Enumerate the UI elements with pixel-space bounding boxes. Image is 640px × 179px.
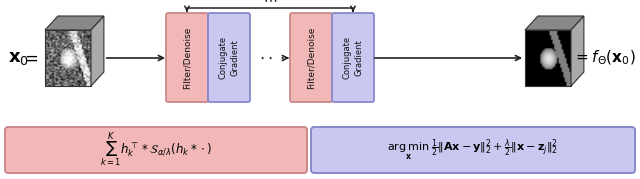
Polygon shape: [525, 16, 584, 30]
Text: Filter/Denoise: Filter/Denoise: [182, 26, 191, 89]
FancyBboxPatch shape: [166, 13, 208, 102]
Polygon shape: [571, 16, 584, 86]
Text: $\sum_{k=1}^{K} h_k^{\top} * \mathcal{S}_{\alpha/\lambda}(h_k * \cdot)$: $\sum_{k=1}^{K} h_k^{\top} * \mathcal{S}…: [100, 131, 212, 169]
Text: $\mathbf{x}_0$: $\mathbf{x}_0$: [8, 49, 29, 67]
FancyBboxPatch shape: [311, 127, 635, 173]
Text: Filter/Denoise: Filter/Denoise: [307, 26, 316, 89]
FancyBboxPatch shape: [332, 13, 374, 102]
Polygon shape: [45, 16, 104, 30]
Text: $\cdot\cdot\cdot$: $\cdot\cdot\cdot$: [259, 49, 285, 67]
Text: $\cdots$: $\cdots$: [263, 0, 277, 6]
Text: Conjugate
Gradient: Conjugate Gradient: [219, 36, 239, 79]
Text: $=$: $=$: [21, 49, 38, 67]
Bar: [525, 30, 571, 86]
FancyBboxPatch shape: [290, 13, 332, 102]
Text: $\underset{\mathbf{x}}{\arg\min}\; \frac{1}{2}\|\mathbf{A}\mathbf{x} - \mathbf{y: $\underset{\mathbf{x}}{\arg\min}\; \frac…: [387, 137, 559, 163]
FancyBboxPatch shape: [5, 127, 307, 173]
Polygon shape: [91, 16, 104, 86]
Bar: [45, 30, 91, 86]
FancyBboxPatch shape: [208, 13, 250, 102]
Text: Conjugate
Gradient: Conjugate Gradient: [342, 36, 364, 79]
Text: $= f_{\Theta}(\mathbf{x}_0)$: $= f_{\Theta}(\mathbf{x}_0)$: [573, 49, 636, 67]
